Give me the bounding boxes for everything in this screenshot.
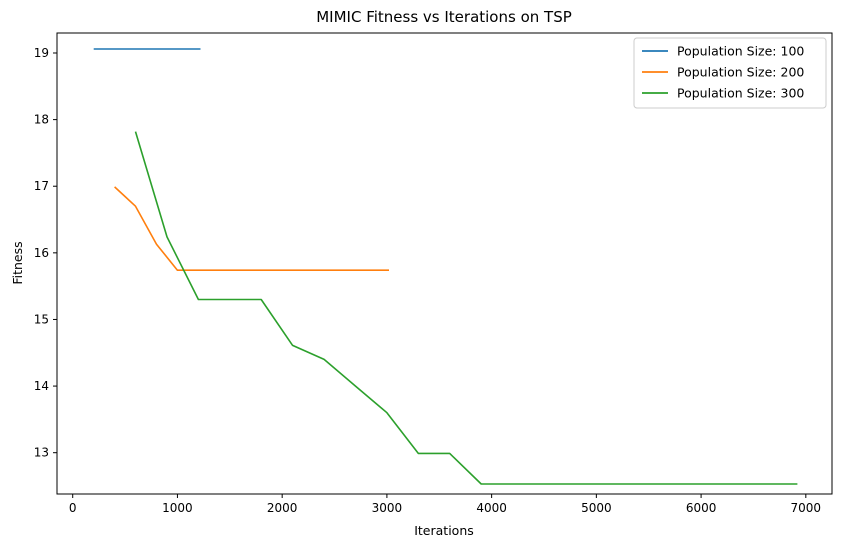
x-tick-label: 4000 [476,501,507,515]
x-axis-ticks: 0 1000 2000 3000 4000 5000 6000 7000 [69,494,821,515]
x-axis-label: Iterations [414,523,474,538]
x-tick-label: 5000 [581,501,612,515]
legend-label-2: Population Size: 200 [677,65,804,80]
y-tick-label: 17 [34,179,49,193]
y-tick-label: 14 [34,379,49,393]
x-tick-label: 1000 [162,501,193,515]
x-tick-label: 2000 [267,501,298,515]
y-tick-label: 19 [34,46,49,60]
y-axis-ticks: 13 14 15 16 17 18 19 [34,46,57,460]
plot-lines [93,48,798,485]
x-tick-label: 7000 [791,501,822,515]
x-tick-label: 0 [69,501,77,515]
series-line-2 [114,186,389,272]
y-axis-label: Fitness [10,241,25,284]
y-tick-label: 13 [34,446,49,460]
x-tick-label: 6000 [686,501,717,515]
legend-label-3: Population Size: 300 [677,86,804,101]
legend-label-1: Population Size: 100 [677,44,804,59]
legend: Population Size: 100 Population Size: 200… [633,37,827,109]
x-tick-label: 3000 [372,501,403,515]
y-tick-label: 16 [34,246,49,260]
y-tick-label: 15 [34,312,49,326]
y-tick-label: 18 [34,113,49,127]
series-line-3 [134,131,798,485]
plot-frame [56,32,833,495]
chart-title: MIMIC Fitness vs Iterations on TSP [316,8,572,26]
legend-box [633,37,827,109]
